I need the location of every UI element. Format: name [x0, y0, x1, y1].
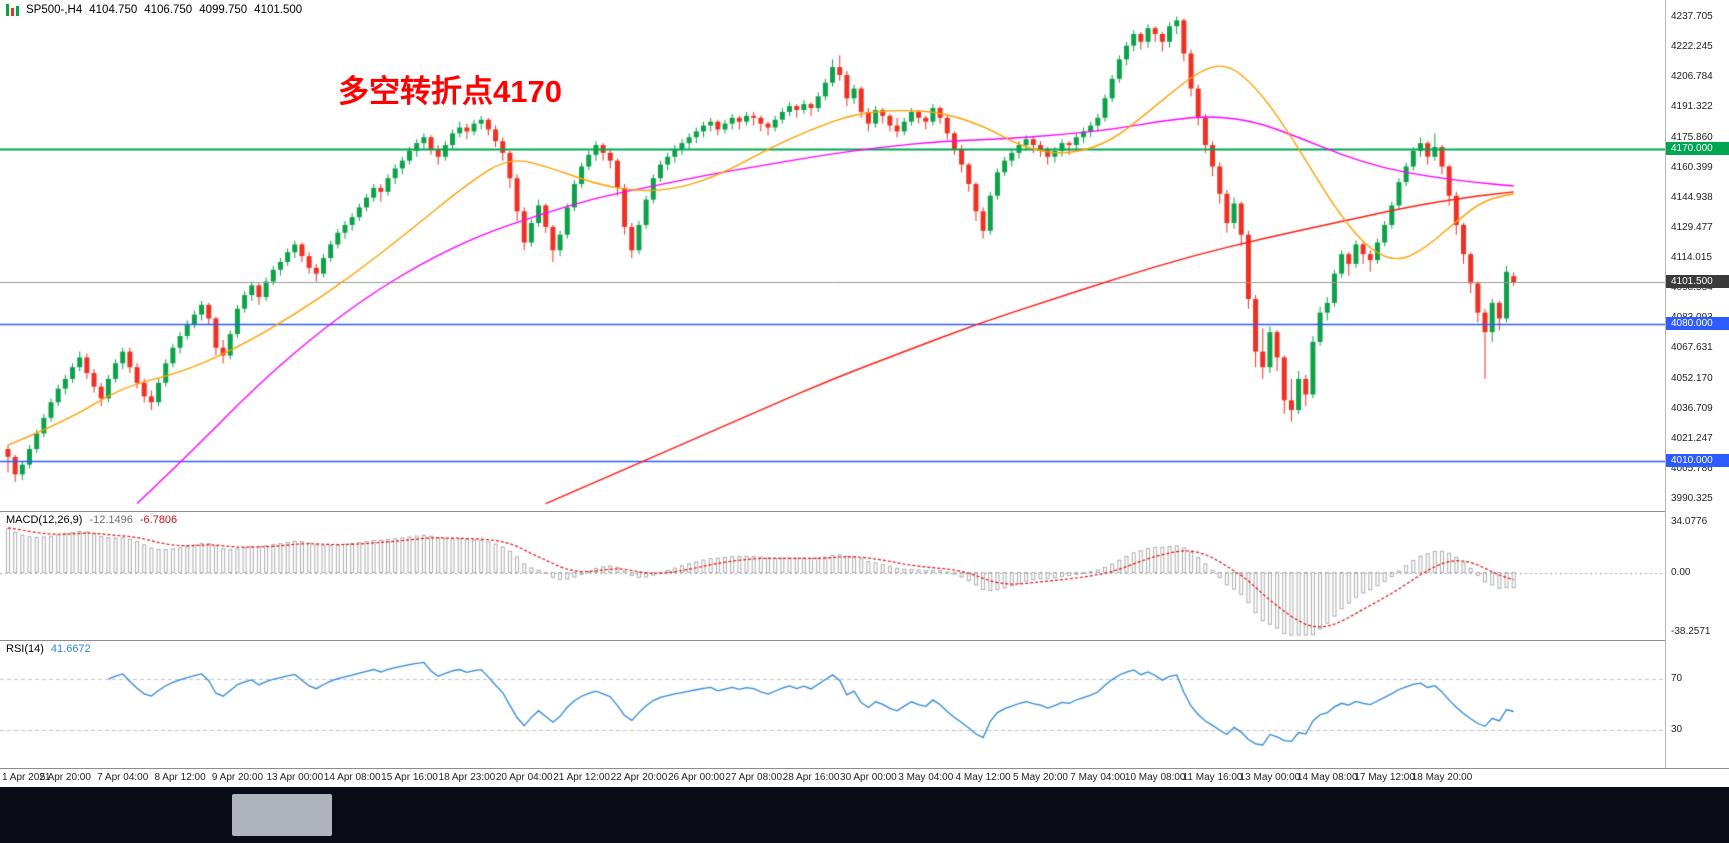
price-axis[interactable]: 4237.705 4222.245 4206.784 4191.322 4175.860… [1665, 0, 1729, 768]
time-axis-label: 1 Apr 2021 [2, 772, 51, 783]
macd-label-row: MACD(12,26,9) -12.1496 -6.7806 [6, 514, 177, 526]
price-axis-label: 4144.938 [1671, 191, 1713, 203]
price-axis-label: 4021.247 [1671, 432, 1713, 444]
time-axis[interactable]: 1 Apr 2021 5 Apr 20:00 7 Apr 04:00 8 Apr 12… [0, 768, 1729, 787]
time-axis-label: 7 May 04:00 [1070, 772, 1126, 783]
rsi-canvas[interactable] [0, 641, 1665, 768]
price-tag-support-lower: 4010.000 [1666, 453, 1729, 467]
price-tag-resistance: 4170.000 [1666, 141, 1729, 155]
price-axis-label: 3990.325 [1671, 493, 1713, 505]
quote-close: 4101.500 [254, 4, 303, 16]
time-axis-label: 7 Apr 04:00 [97, 772, 149, 783]
time-axis-label: 10 May 08:00 [1124, 772, 1186, 783]
rsi-label: RSI(14) [6, 643, 44, 655]
time-axis-label: 18 May 20:00 [1411, 772, 1473, 783]
quote-open: 4104.750 [89, 4, 138, 16]
time-axis-label: 28 Apr 16:00 [782, 772, 840, 783]
quote-low: 4099.750 [199, 4, 248, 16]
chart-icon [6, 4, 19, 16]
panel-divider[interactable] [0, 640, 1729, 641]
macd-scale-label: -38.2571 [1671, 626, 1711, 637]
quote-high: 4106.750 [144, 4, 193, 16]
time-axis-label: 4 May 12:00 [955, 772, 1011, 783]
panel-divider[interactable] [0, 511, 1729, 512]
rsi-scale-label: 70 [1671, 673, 1683, 685]
price-axis-label: 4191.322 [1671, 101, 1713, 113]
macd-canvas[interactable] [0, 512, 1665, 640]
time-axis-label: 30 Apr 00:00 [840, 772, 897, 783]
time-axis-label: 9 Apr 20:00 [211, 772, 264, 783]
time-axis-label: 8 Apr 12:00 [154, 772, 206, 783]
price-tag-support-upper: 4080.000 [1666, 317, 1729, 331]
time-axis-label: 22 Apr 20:00 [610, 772, 668, 783]
macd-value-main: -12.1496 [89, 514, 133, 526]
price-axis-label: 4222.245 [1671, 41, 1713, 53]
time-axis-label: 15 Apr 16:00 [381, 772, 438, 783]
price-axis-label: 4114.015 [1671, 252, 1712, 264]
time-axis-label: 13 Apr 00:00 [266, 772, 324, 783]
price-axis-label: 4129.477 [1671, 221, 1713, 233]
time-axis-label: 14 Apr 08:00 [323, 772, 381, 783]
price-axis-label: 4036.709 [1671, 402, 1713, 414]
time-axis-label: 21 Apr 12:00 [553, 772, 610, 783]
time-axis-label: 3 May 04:00 [898, 772, 954, 783]
rsi-value: 41.6672 [50, 643, 91, 655]
price-axis-label: 4237.705 [1671, 11, 1713, 23]
macd-value-signal: -6.7806 [139, 514, 178, 526]
macd-scale-label: 0.00 [1671, 566, 1691, 578]
time-axis-label: 20 Apr 04:00 [495, 772, 553, 783]
symbol-timeframe-label: SP500-,H4 [26, 4, 83, 16]
macd-label: MACD(12,26,9) [6, 514, 83, 526]
time-axis-label: 5 Apr 20:00 [39, 772, 91, 783]
time-axis-label: 13 May 00:00 [1239, 772, 1301, 783]
time-axis-label: 17 May 12:00 [1354, 772, 1415, 783]
price-axis-label: 4052.170 [1671, 372, 1713, 384]
rsi-scale-label: 30 [1671, 723, 1683, 735]
taskbar [0, 787, 1729, 843]
chart-header: SP500-,H4 4104.750 4106.750 4099.750 410… [6, 4, 302, 16]
price-axis-label: 4005.786 [1671, 462, 1713, 474]
time-axis-label: 5 May 20:00 [1012, 772, 1068, 783]
time-axis-label: 11 May 16:00 [1182, 772, 1243, 783]
time-axis-label: 18 Apr 23:00 [438, 772, 496, 783]
price-axis-label: 4067.631 [1671, 342, 1713, 354]
macd-scale-label: 34.0776 [1671, 516, 1708, 527]
price-axis-label: 4160.399 [1671, 161, 1713, 173]
chart-annotation: 多空转折点4170 [338, 74, 562, 109]
time-axis-label: 26 Apr 00:00 [667, 772, 725, 783]
price-chart-canvas[interactable] [0, 0, 1665, 511]
price-axis-label: 4206.784 [1671, 71, 1713, 83]
price-tag-current-price: 4101.500 [1666, 275, 1729, 289]
rsi-label-row: RSI(14) 41.6672 [6, 643, 91, 655]
time-axis-label: 27 Apr 08:00 [725, 772, 783, 783]
time-axis-label: 14 May 08:00 [1296, 772, 1358, 783]
taskbar-item[interactable] [232, 794, 332, 836]
price-axis-label: 4175.860 [1671, 131, 1713, 143]
